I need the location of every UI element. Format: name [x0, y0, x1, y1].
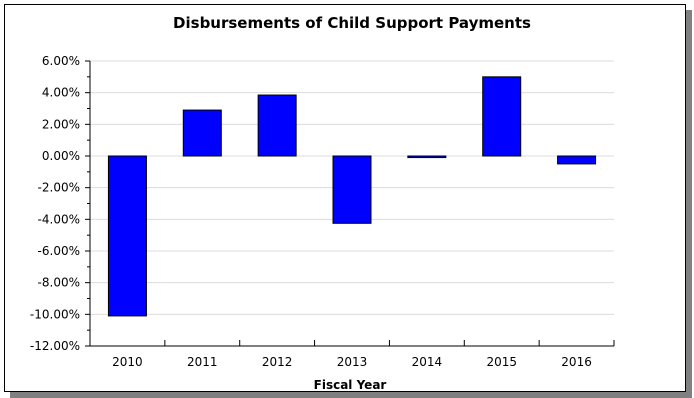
bar-2015 — [482, 76, 522, 157]
y-tick-label: -10.00% — [30, 307, 80, 321]
x-tick-label: 2016 — [561, 355, 592, 369]
bars — [107, 76, 597, 317]
y-tick-label: -6.00% — [38, 244, 80, 258]
bar-2016 — [557, 155, 597, 165]
bar-2014 — [407, 155, 447, 159]
bar-2013 — [332, 155, 372, 224]
y-tick-label: -8.00% — [38, 276, 80, 290]
x-tick-labels: 2010 2011 2012 2013 2014 2015 2016 — [112, 355, 592, 369]
x-tick-label: 2010 — [112, 355, 143, 369]
x-tick-label: 2013 — [337, 355, 368, 369]
bar-2012 — [257, 94, 297, 157]
y-tick-label: -2.00% — [38, 181, 80, 195]
frame-shadow-bottom — [10, 392, 692, 398]
y-tick-label: -12.00% — [30, 339, 80, 353]
bar-2010 — [107, 155, 147, 317]
x-tick-label: 2012 — [262, 355, 293, 369]
chart-title: Disbursements of Child Support Payments — [173, 14, 531, 32]
axes — [85, 60, 615, 347]
x-tick-label: 2014 — [412, 355, 443, 369]
x-axis-title: Fiscal Year — [314, 378, 387, 392]
y-tick-labels: 6.00% 4.00% 2.00% 0.00% -2.00% -4.00% -6.00% -8… — [30, 54, 80, 353]
y-tick-label: 6.00% — [42, 54, 80, 68]
gridlines — [90, 60, 614, 347]
y-tick-label: 0.00% — [42, 149, 80, 163]
x-tick-label: 2011 — [187, 355, 218, 369]
bar-2011 — [182, 109, 222, 157]
y-tick-label: 4.00% — [42, 86, 80, 100]
y-tick-label: -4.00% — [38, 212, 80, 226]
y-tick-label: 2.00% — [42, 117, 80, 131]
frame-shadow-right — [686, 10, 692, 396]
x-tick-label: 2015 — [486, 355, 517, 369]
